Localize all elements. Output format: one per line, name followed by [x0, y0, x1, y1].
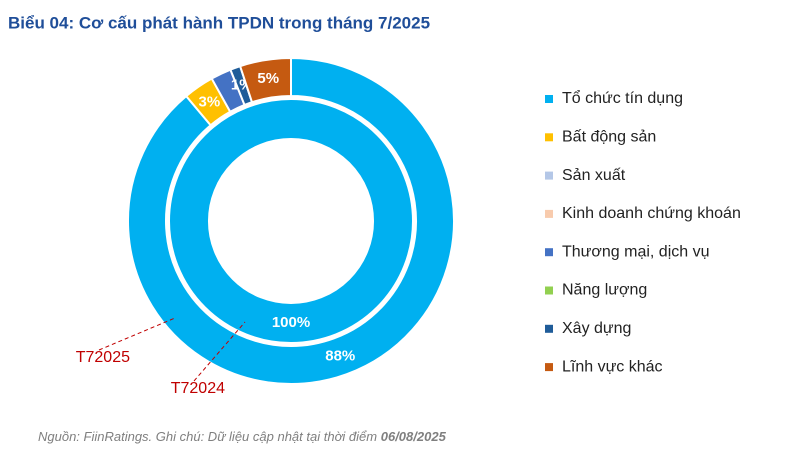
legend-label: Sản xuất	[562, 167, 626, 184]
legend-label: Kinh doanh chứng khoán	[562, 205, 741, 222]
legend-label: Bất động sản	[562, 129, 656, 146]
callout-line	[193, 321, 246, 382]
legend-swatch	[545, 171, 553, 180]
legend-swatch	[545, 363, 553, 372]
source-text: Nguồn: FiinRatings. Ghi chú: Dữ liệu cập…	[38, 429, 377, 444]
callout-line	[98, 317, 176, 351]
legend-label: Thương mại, dịch vụ	[562, 243, 709, 260]
legend-label: Lĩnh vực khác	[562, 358, 663, 375]
legend-swatch	[545, 324, 553, 333]
donut-slice	[168, 97, 414, 345]
legend-swatch	[545, 209, 553, 218]
donut-slice	[127, 56, 455, 385]
series-label: T72024	[171, 380, 225, 397]
legend-swatch	[545, 248, 553, 257]
donut-slice	[238, 56, 292, 104]
series-label: T72025	[76, 349, 130, 366]
legend-swatch	[545, 133, 553, 142]
data-label: 5%	[257, 70, 279, 87]
legend-swatch	[545, 286, 553, 295]
data-label: 100%	[272, 314, 310, 331]
legend-label: Năng lượng	[562, 282, 647, 299]
data-label: 88%	[325, 347, 355, 364]
legend-label: Xây dựng	[562, 320, 631, 337]
source-date: 06/08/2025	[381, 429, 447, 444]
source-note: Nguồn: FiinRatings. Ghi chú: Dữ liệu cập…	[38, 429, 447, 444]
chart-title: Biểu 04: Cơ cấu phát hành TPDN trong thá…	[8, 13, 430, 32]
data-label: 3%	[198, 93, 220, 110]
legend-swatch	[545, 95, 553, 103]
legend-label: Tổ chức tín dụng	[562, 89, 683, 107]
